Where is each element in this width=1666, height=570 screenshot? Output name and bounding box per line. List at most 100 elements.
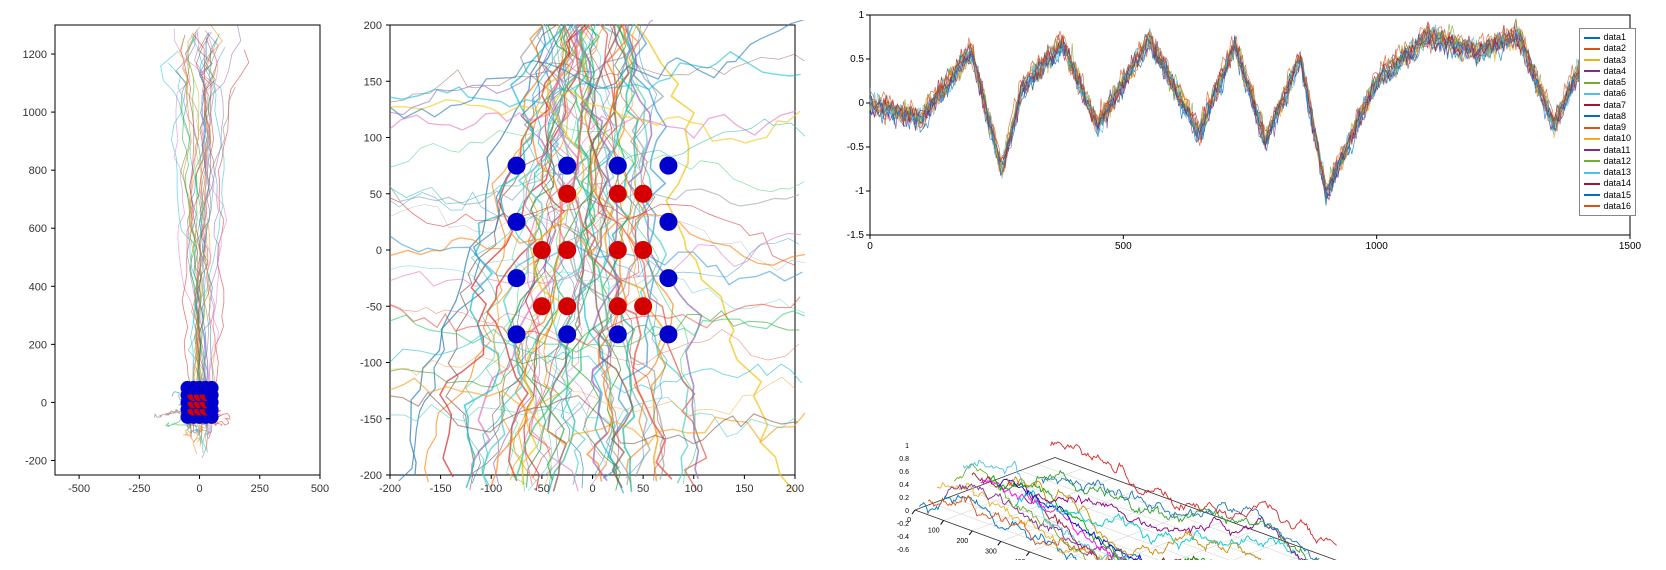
- legend-label: data2: [1603, 43, 1626, 54]
- svg-text:0: 0: [858, 98, 864, 109]
- svg-text:0: 0: [41, 397, 47, 409]
- legend-swatch: [1584, 183, 1600, 185]
- svg-text:0: 0: [905, 508, 909, 515]
- legend-entry: data2: [1584, 43, 1631, 54]
- svg-text:-50: -50: [534, 483, 550, 495]
- svg-text:300: 300: [985, 548, 997, 555]
- svg-text:-500: -500: [68, 483, 90, 495]
- legend-swatch: [1584, 48, 1600, 50]
- legend-entry: data1: [1584, 32, 1631, 43]
- legend-swatch: [1584, 160, 1600, 162]
- svg-text:500: 500: [311, 483, 329, 495]
- legend-label: data15: [1603, 190, 1631, 201]
- svg-text:-150: -150: [430, 483, 452, 495]
- svg-text:0.5: 0.5: [850, 54, 864, 65]
- legend-swatch: [1584, 93, 1600, 95]
- svg-text:100: 100: [685, 483, 703, 495]
- legend-entry: data9: [1584, 122, 1631, 133]
- svg-text:-100: -100: [480, 483, 502, 495]
- legend-label: data1: [1603, 32, 1626, 43]
- svg-text:50: 50: [370, 189, 382, 201]
- svg-text:0.4: 0.4: [899, 482, 909, 489]
- svg-text:1: 1: [858, 10, 864, 21]
- svg-text:600: 600: [29, 223, 47, 235]
- legend-entry: data7: [1584, 100, 1631, 111]
- legend-entry: data3: [1584, 55, 1631, 66]
- neuron-zoom-plot: -200-150-100-50050100150200-200-150-100-…: [335, 20, 805, 510]
- svg-text:150: 150: [735, 483, 753, 495]
- timeseries-legend: data1data2data3data4data5data6data7data8…: [1579, 28, 1636, 216]
- svg-text:-200: -200: [25, 455, 47, 467]
- svg-text:-1.5: -1.5: [847, 230, 865, 241]
- svg-text:200: 200: [786, 483, 804, 495]
- svg-text:-1: -1: [855, 186, 864, 197]
- legend-entry: data16: [1584, 201, 1631, 212]
- legend-label: data3: [1603, 55, 1626, 66]
- legend-swatch: [1584, 115, 1600, 117]
- svg-text:0: 0: [867, 241, 873, 252]
- svg-text:200: 200: [364, 20, 382, 32]
- svg-text:800: 800: [29, 165, 47, 177]
- legend-swatch: [1584, 59, 1600, 61]
- neuron-overview-plot: -500-2500250500-200020040060080010001200: [0, 20, 330, 510]
- legend-label: data7: [1603, 100, 1626, 111]
- legend-entry: data8: [1584, 111, 1631, 122]
- legend-swatch: [1584, 172, 1600, 174]
- signal-3d-plot: 0100200300400500600700800900100002468101…: [825, 260, 1666, 570]
- legend-swatch: [1584, 127, 1600, 129]
- svg-text:0: 0: [376, 245, 382, 257]
- svg-text:0.8: 0.8: [899, 456, 909, 463]
- legend-swatch: [1584, 70, 1600, 72]
- svg-text:-0.2: -0.2: [897, 521, 909, 528]
- legend-entry: data4: [1584, 66, 1631, 77]
- signal-timeseries-plot: 050010001500-1.5-1-0.500.51 data1data2da…: [825, 0, 1666, 260]
- legend-label: data4: [1603, 66, 1626, 77]
- svg-text:1500: 1500: [1619, 241, 1642, 252]
- legend-swatch: [1584, 149, 1600, 151]
- legend-label: data14: [1603, 178, 1631, 189]
- svg-text:0.6: 0.6: [899, 469, 909, 476]
- svg-text:0: 0: [589, 483, 595, 495]
- svg-text:250: 250: [251, 483, 269, 495]
- svg-text:150: 150: [364, 76, 382, 88]
- svg-text:-0.4: -0.4: [897, 534, 909, 541]
- legend-label: data16: [1603, 201, 1631, 212]
- svg-text:400: 400: [29, 281, 47, 293]
- svg-text:0.2: 0.2: [899, 495, 909, 502]
- legend-swatch: [1584, 104, 1600, 106]
- legend-swatch: [1584, 37, 1600, 39]
- legend-entry: data12: [1584, 156, 1631, 167]
- svg-text:-0.5: -0.5: [847, 142, 865, 153]
- svg-text:200: 200: [29, 339, 47, 351]
- legend-label: data13: [1603, 167, 1631, 178]
- legend-entry: data15: [1584, 190, 1631, 201]
- svg-text:100: 100: [364, 133, 382, 145]
- legend-entry: data6: [1584, 88, 1631, 99]
- legend-swatch: [1584, 194, 1600, 196]
- svg-text:50: 50: [637, 483, 649, 495]
- svg-text:1200: 1200: [23, 49, 47, 61]
- legend-label: data9: [1603, 122, 1626, 133]
- legend-entry: data10: [1584, 133, 1631, 144]
- svg-text:-200: -200: [360, 470, 382, 482]
- legend-label: data12: [1603, 156, 1631, 167]
- legend-label: data5: [1603, 77, 1626, 88]
- legend-label: data11: [1603, 145, 1630, 156]
- svg-text:200: 200: [957, 538, 969, 545]
- legend-entry: data13: [1584, 167, 1631, 178]
- svg-text:-200: -200: [379, 483, 401, 495]
- legend-entry: data5: [1584, 77, 1631, 88]
- legend-swatch: [1584, 82, 1600, 84]
- svg-text:-150: -150: [360, 414, 382, 426]
- svg-text:-100: -100: [360, 358, 382, 370]
- legend-label: data8: [1603, 111, 1626, 122]
- legend-entry: data14: [1584, 178, 1631, 189]
- legend-swatch: [1584, 205, 1600, 207]
- svg-text:400: 400: [1014, 559, 1026, 560]
- svg-text:0: 0: [196, 483, 202, 495]
- svg-text:1: 1: [905, 443, 909, 450]
- legend-entry: data11: [1584, 145, 1631, 156]
- svg-text:-0.6: -0.6: [897, 547, 909, 554]
- legend-swatch: [1584, 138, 1600, 140]
- svg-text:1000: 1000: [1366, 241, 1389, 252]
